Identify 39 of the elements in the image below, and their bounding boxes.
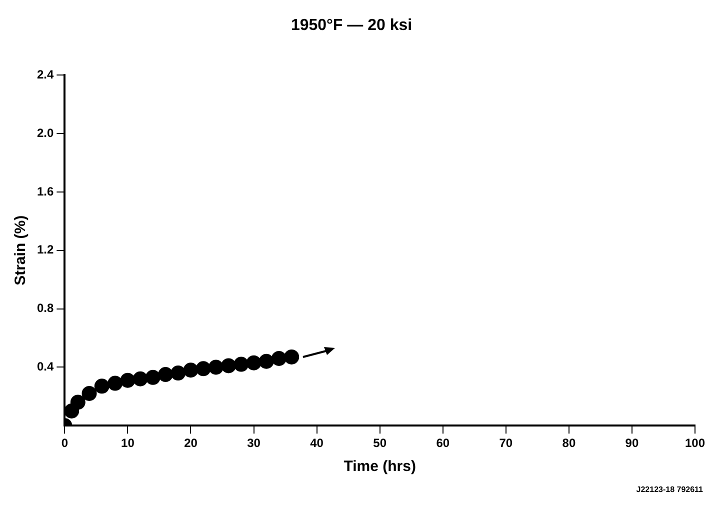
- point: [120, 372, 136, 388]
- chart-title: 1950°F — 20 ksi: [290, 17, 412, 34]
- point: [145, 370, 160, 385]
- y-tick-label: 2.4: [36, 68, 54, 82]
- point: [208, 360, 224, 375]
- point: [132, 371, 148, 386]
- x-tick-label: 80: [562, 436, 576, 450]
- y-tick-label: 1.6: [36, 184, 54, 198]
- x-tick-label: 30: [247, 436, 261, 450]
- text: J22123-18 792611: [636, 485, 704, 494]
- y-tick-label: 1.2: [36, 242, 54, 257]
- x-tick-label: 90: [625, 436, 639, 450]
- x-axis-title: Time (hrs): [344, 458, 416, 476]
- y-axis-title: Strain (%): [12, 215, 30, 286]
- point: [284, 349, 300, 364]
- point: [183, 362, 198, 378]
- point: [234, 356, 249, 372]
- x-tick-label: 70: [499, 436, 513, 450]
- x-tick-label: 10: [121, 436, 135, 450]
- x-tick-label: 100: [684, 436, 706, 450]
- point: [271, 350, 286, 366]
- x-tick-label: 0: [61, 436, 68, 450]
- point: [108, 376, 123, 391]
- point: [170, 366, 186, 381]
- x-tick-label: 50: [373, 436, 387, 450]
- point: [246, 355, 262, 370]
- x-tick-label: 60: [436, 436, 450, 450]
- y-tick-label: 2.0: [36, 126, 54, 140]
- x-tick-label: 20: [184, 436, 198, 450]
- y-tick-label: 0.8: [36, 301, 54, 316]
- point: [94, 378, 110, 394]
- point: [82, 386, 97, 401]
- point: [196, 361, 211, 376]
- point: [70, 394, 86, 410]
- point: [158, 367, 174, 382]
- point: [258, 354, 274, 369]
- x-tick-label: 40: [310, 436, 324, 450]
- point: [221, 358, 236, 374]
- y-tick-label: 0.4: [36, 360, 54, 374]
